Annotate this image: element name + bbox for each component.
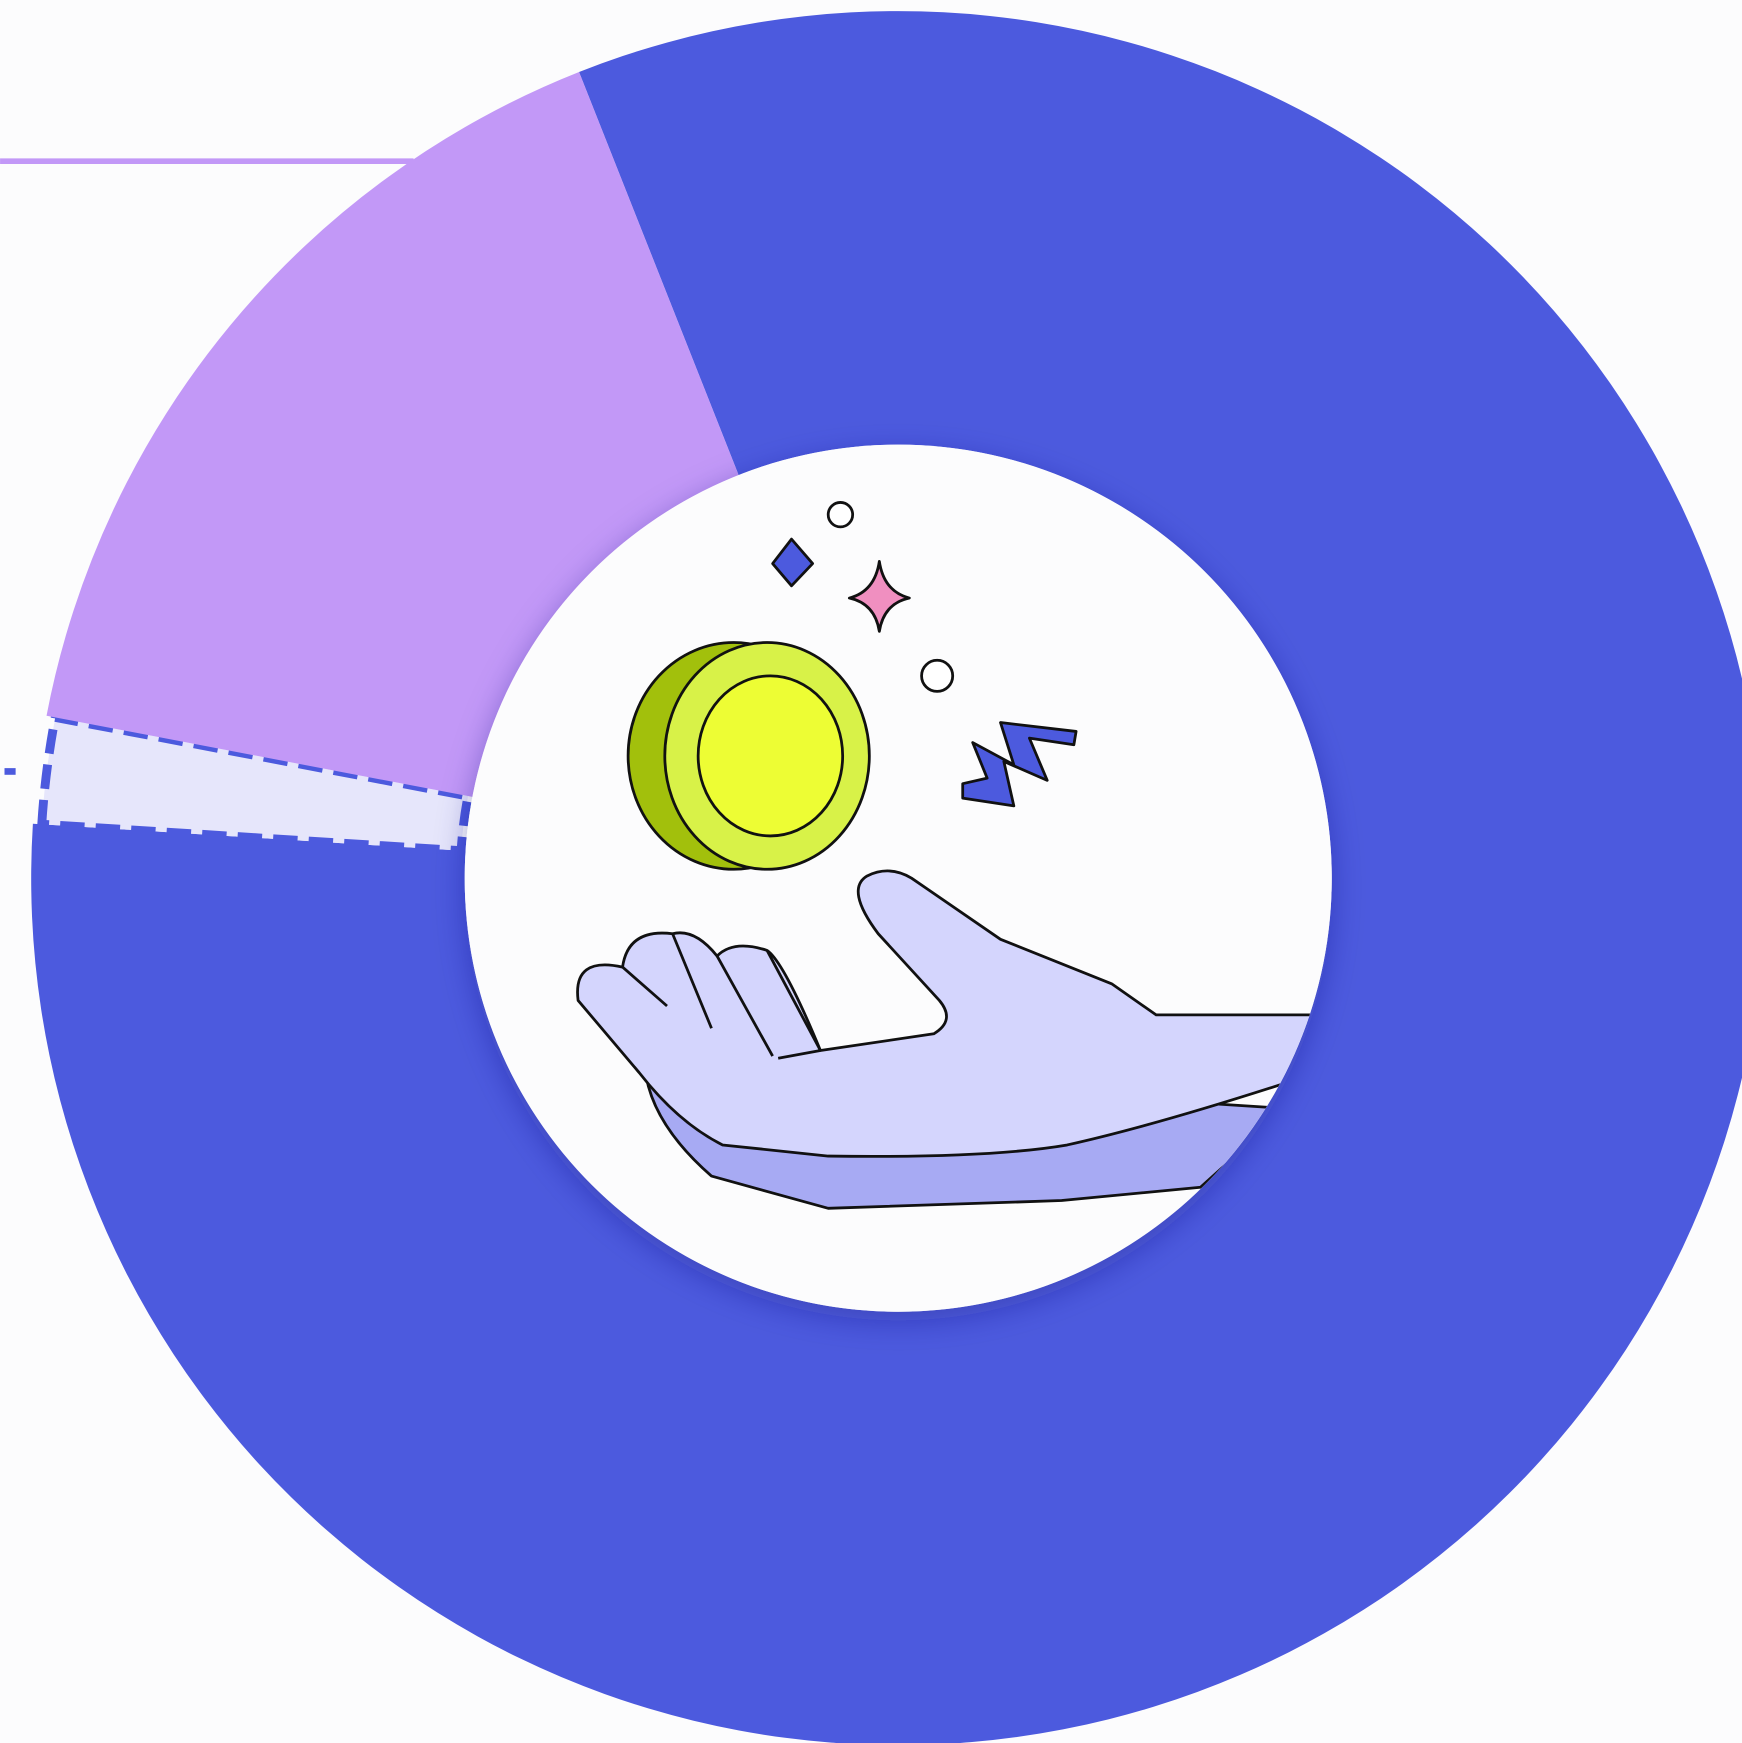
slice xyxy=(46,72,739,797)
slice xyxy=(31,11,1742,1743)
slice xyxy=(37,712,474,856)
illustration xyxy=(576,501,1332,1210)
donut xyxy=(31,11,1742,1743)
leader-dot xyxy=(4,768,16,775)
